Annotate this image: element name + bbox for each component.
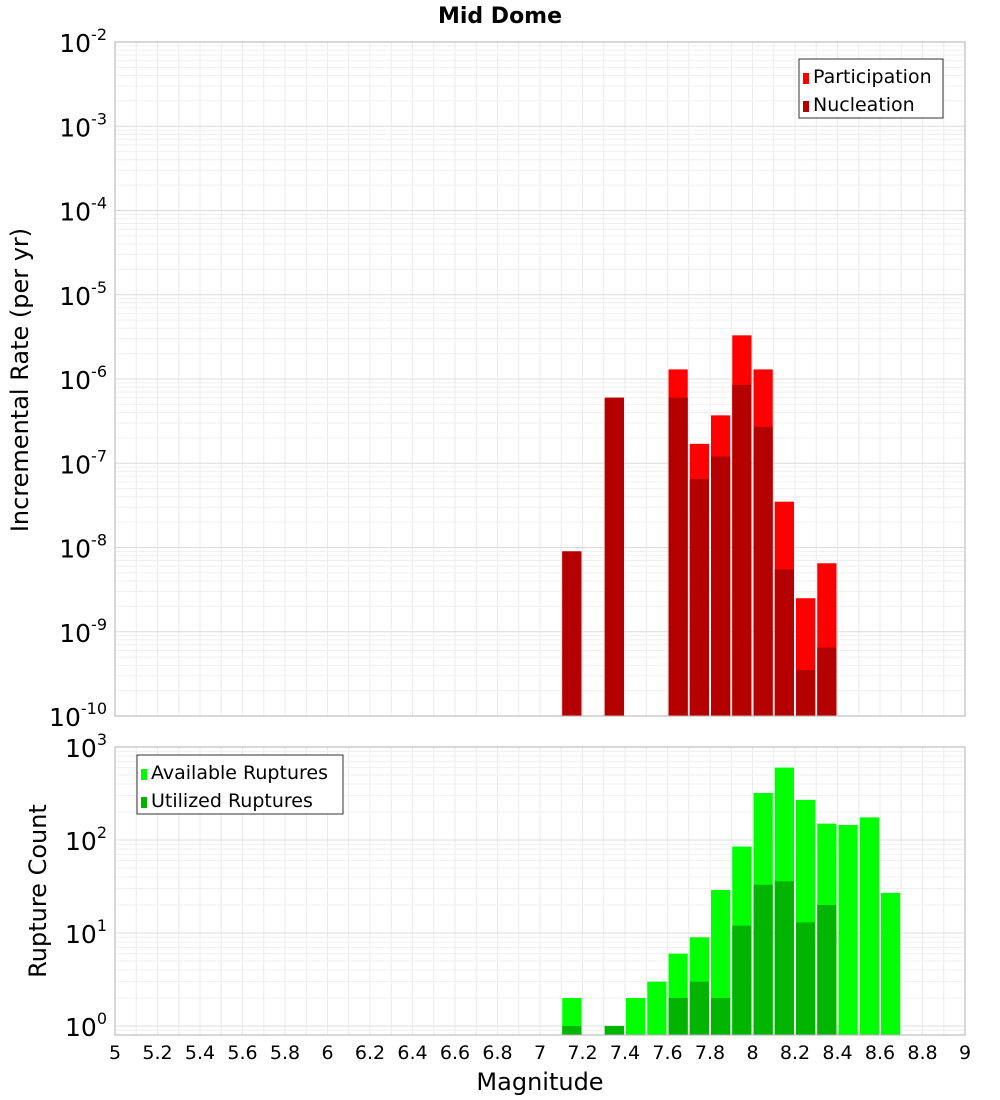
rate-legend-label: Nucleation — [813, 94, 915, 116]
count-legend-swatch — [141, 769, 147, 780]
rate-bar-secondary — [668, 397, 688, 716]
x-tick-label: 6.4 — [397, 1042, 427, 1064]
rate-bar-secondary — [753, 426, 773, 716]
rate-bar-secondary — [774, 569, 794, 716]
count-y-axis-label: Rupture Count — [24, 804, 52, 978]
x-tick-label: 5.2 — [142, 1042, 172, 1064]
count-y-tick-label: 100 — [65, 1009, 107, 1042]
x-tick-label: 8.8 — [907, 1042, 937, 1064]
rate-y-tick-label: 10-2 — [59, 25, 107, 58]
x-tick-label: 6.2 — [355, 1042, 385, 1064]
count-bars — [114, 746, 966, 1036]
x-tick-label: 8 — [746, 1042, 758, 1064]
rate-bar-secondary — [711, 456, 731, 716]
rate-bar-secondary — [732, 384, 752, 716]
x-axis-label: Magnitude — [476, 1068, 603, 1096]
count-panel: 100 101 102 103 5 5.2 5.4 5.6 5.8 6 6.2 6.4 6.6 6.8 7… — [24, 730, 971, 1096]
rate-y-tick-label: 10-10 — [49, 699, 107, 732]
x-tick-label: 7.6 — [652, 1042, 682, 1064]
count-bar-primary — [859, 817, 879, 1035]
rate-y-tick-label: 10-6 — [59, 362, 107, 395]
count-bar-secondary — [604, 1025, 624, 1035]
rate-bar-secondary — [604, 397, 624, 716]
x-tick-label: 7 — [534, 1042, 546, 1064]
rate-bars — [114, 41, 966, 717]
count-bar-primary — [562, 997, 582, 1035]
count-bar-primary — [647, 981, 667, 1035]
rate-bar-secondary — [796, 670, 816, 716]
chart-title: Mid Dome — [438, 4, 562, 29]
x-tick-label: 9 — [959, 1042, 971, 1064]
rate-y-tick-label: 10-5 — [59, 278, 107, 311]
count-bar-secondary — [711, 997, 731, 1035]
x-tick-label: 5.4 — [185, 1042, 215, 1064]
count-bar-secondary — [562, 1025, 582, 1035]
count-bar-secondary — [753, 884, 773, 1035]
rate-bar-secondary — [562, 551, 582, 716]
count-plot-frame — [114, 746, 966, 1036]
rate-gridlines — [115, 42, 965, 717]
x-tick-labels: 5 5.2 5.4 5.6 5.8 6 6.2 6.4 6.6 6.8 7 7.2 7.4 7.6 7.8 8… — [109, 1042, 971, 1064]
count-bar-primary — [881, 892, 901, 1035]
count-y-tick-label: 102 — [65, 823, 107, 856]
x-tick-label: 8.6 — [865, 1042, 895, 1064]
count-bar-secondary — [732, 925, 752, 1035]
rate-legend: Participation Nucleation — [798, 58, 944, 119]
count-legend-label: Utilized Ruptures — [151, 790, 313, 812]
x-tick-label: 7.8 — [695, 1042, 725, 1064]
count-y-tick-label: 101 — [65, 916, 107, 949]
count-legend-box — [136, 754, 344, 815]
count-legend: Available Ruptures Utilized Ruptures — [136, 754, 344, 815]
count-bar-primary — [838, 824, 858, 1035]
count-bar-secondary — [796, 922, 816, 1035]
rate-bar-secondary — [689, 479, 709, 716]
x-tick-label: 8.4 — [822, 1042, 852, 1064]
count-bar-secondary — [774, 881, 794, 1035]
rate-y-tick-labels: 10-10 10-9 10-8 10-7 10-6 10-5 10-4 10-3 10-2 — [49, 25, 107, 732]
count-bar-secondary — [817, 904, 837, 1035]
rate-plot-frame — [114, 41, 966, 717]
count-bar-secondary — [689, 981, 709, 1035]
rate-legend-swatch — [803, 101, 809, 112]
x-tick-label: 7.2 — [567, 1042, 597, 1064]
rate-y-tick-label: 10-4 — [59, 194, 107, 227]
rate-y-tick-label: 10-9 — [59, 615, 107, 648]
x-tick-label: 5.8 — [270, 1042, 300, 1064]
x-tick-label: 8.2 — [780, 1042, 810, 1064]
x-tick-label: 5 — [109, 1042, 121, 1064]
rate-panel: 10-10 10-9 10-8 10-7 10-6 10-5 10-4 10-3 10-2 In… — [6, 25, 966, 732]
count-legend-swatch — [141, 797, 147, 808]
rate-legend-swatch — [803, 73, 809, 84]
rate-y-tick-label: 10-3 — [59, 109, 107, 142]
x-tick-label: 7.4 — [610, 1042, 640, 1064]
rate-bar-secondary — [817, 647, 837, 716]
x-tick-label: 6.6 — [440, 1042, 470, 1064]
count-legend-label: Available Ruptures — [151, 762, 328, 784]
rate-y-axis-label: Incremental Rate (per yr) — [6, 228, 34, 532]
rate-y-tick-label: 10-7 — [59, 446, 107, 479]
rate-y-tick-label: 10-8 — [59, 531, 107, 564]
count-bar-secondary — [668, 997, 688, 1035]
x-tick-label: 6.8 — [482, 1042, 512, 1064]
rate-legend-box — [798, 58, 944, 119]
count-bar-primary — [626, 997, 646, 1035]
rate-legend-label: Participation — [813, 66, 932, 88]
x-tick-label: 5.6 — [227, 1042, 257, 1064]
count-y-tick-labels: 100 101 102 103 — [65, 730, 107, 1042]
x-tick-label: 6 — [321, 1042, 333, 1064]
count-y-tick-label: 103 — [65, 730, 107, 763]
